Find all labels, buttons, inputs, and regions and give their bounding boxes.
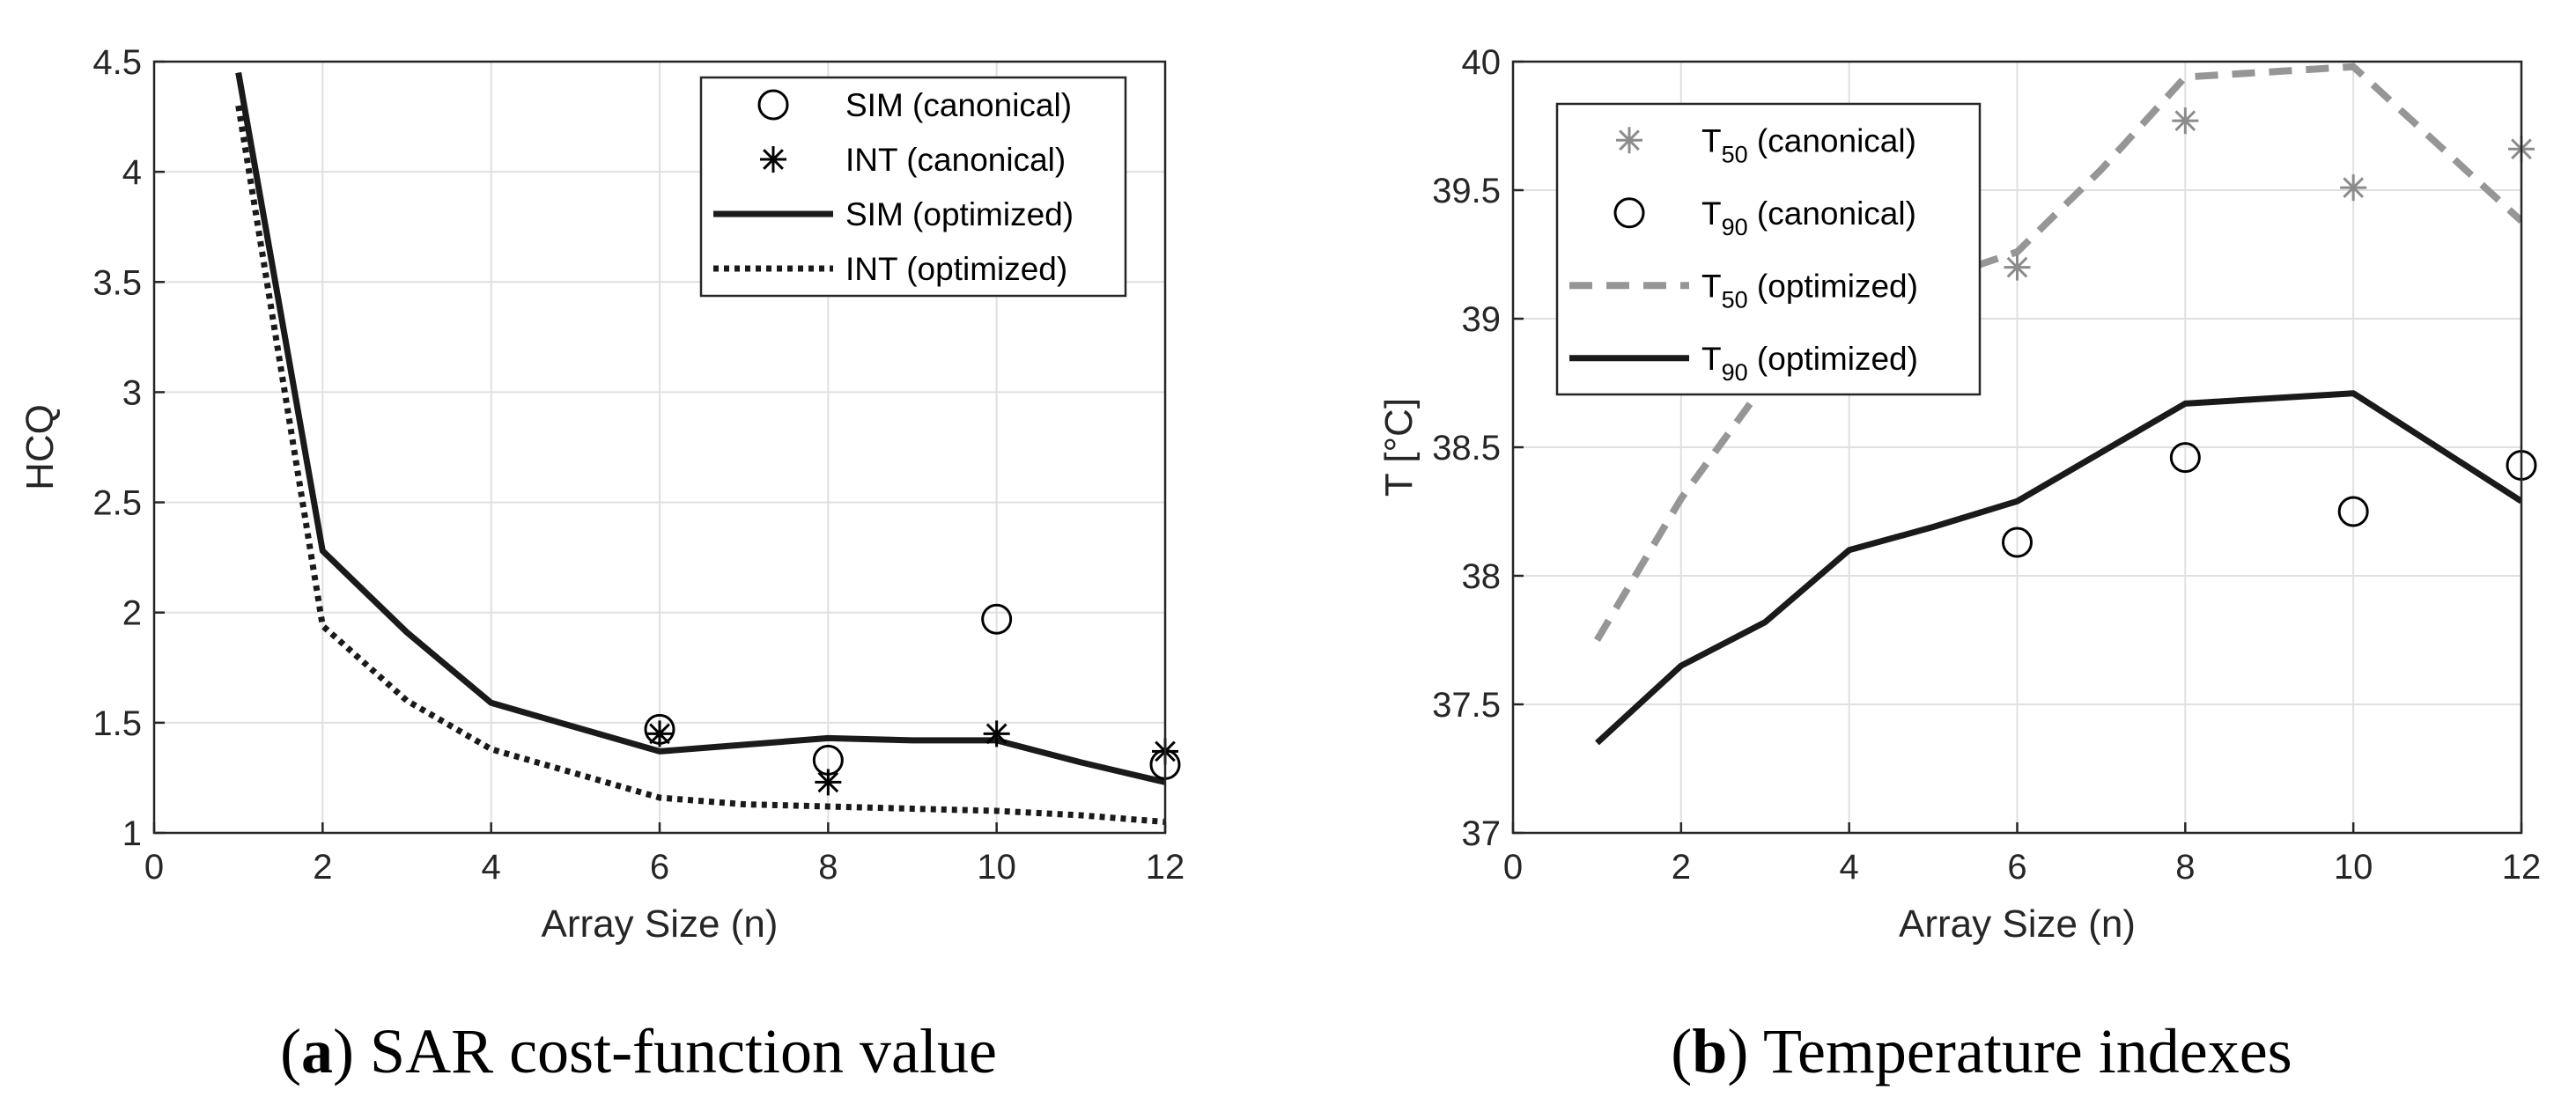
c1-series-1-point-1 <box>2169 442 2201 474</box>
c0-xtick-label-5: 10 <box>977 848 1016 887</box>
c1-xlabel: Array Size (n) <box>1899 902 2136 946</box>
caption-a-letter: a <box>301 1016 333 1086</box>
c0-ytick-label-6: 4 <box>122 153 142 192</box>
c0-legend-symbol-0 <box>757 89 789 121</box>
c0-ytick-label-5: 3.5 <box>92 263 142 302</box>
c1-series-0-point-2 <box>2340 174 2367 202</box>
c1-series-3-line <box>1595 390 2521 746</box>
c1-ytick-label-5: 39.5 <box>1432 172 1501 210</box>
c0-ytick-label-1: 1.5 <box>92 704 142 743</box>
c1-ytick-label-0: 37 <box>1462 814 1502 853</box>
c1-ytick-label-6: 40 <box>1462 43 1502 82</box>
c1-xtick-label-0: 0 <box>1503 848 1523 887</box>
caption-b: (b) Temperature indexes <box>1671 1016 2292 1086</box>
c0-legend-symbol-1 <box>760 146 786 173</box>
chart-b-temperature: 0 2 4 6 8 10 12 37 37.5 38 38.5 39 39.5 40 Array Size … <box>1377 43 2541 946</box>
c1-ytick-label-3: 38.5 <box>1432 429 1501 468</box>
c1-ytick-label-2: 38 <box>1462 557 1502 596</box>
c0-xtick-label-2: 4 <box>482 848 501 887</box>
c0-series-1-point-0 <box>646 720 673 747</box>
c1-series-0-point-0 <box>2004 254 2031 281</box>
c0-series-group <box>235 71 1165 825</box>
c1-ytick-label-1: 37.5 <box>1432 686 1501 725</box>
c0-series-1-point-1 <box>815 769 842 796</box>
c0-legend-label-2: SIM (optimized) <box>845 196 1074 232</box>
c1-legend-label-1: T90 (canonical) <box>1701 195 1916 240</box>
caption-b-text: Temperature indexes <box>1763 1016 2292 1086</box>
c1-series-group <box>1593 63 2521 746</box>
c1-xtick-label-2: 4 <box>1840 848 1859 887</box>
caption-a: (a) SAR cost-function value <box>280 1016 997 1086</box>
c1-xtick-label-3: 6 <box>2007 848 2026 887</box>
chart-a-hcq: 0 2 4 6 8 10 12 1 1.5 2 2.5 3 3.5 4 4.5 Array Size (n) H… <box>18 43 1185 946</box>
c0-xtick-label-6: 12 <box>1146 848 1185 887</box>
c1-xtick-label-1: 2 <box>1672 848 1691 887</box>
c1-series-1-point-0 <box>2002 527 2033 558</box>
c0-legend-label-0: SIM (canonical) <box>845 87 1072 123</box>
c0-series-2-line <box>235 71 1165 785</box>
c0-legend-label-3: INT (optimized) <box>845 251 1067 287</box>
c1-ytick-label-4: 39 <box>1462 300 1502 339</box>
c1-legend-label-0: T50 (canonical) <box>1701 122 1916 167</box>
c0-series-3-line <box>235 105 1165 825</box>
c1-xtick-label-6: 12 <box>2502 848 2542 887</box>
c0-series-0-point-2 <box>981 603 1013 635</box>
c0-ytick-label-0: 1 <box>122 814 142 853</box>
c0-xtick-label-3: 6 <box>650 848 669 887</box>
c0-legend-label-1: INT (canonical) <box>845 142 1066 178</box>
c1-legend: T50 (canonical) T90 (canonical) T50 (optim… <box>1555 102 1982 396</box>
c0-legend: SIM (canonical) INT (canonical) SIM (optim… <box>699 76 1127 298</box>
c1-xtick-label-5: 10 <box>2334 848 2373 887</box>
c0-ytick-label-4: 3 <box>122 373 142 412</box>
c1-legend-symbol-1 <box>1613 197 1645 229</box>
c0-xtick-label-0: 0 <box>144 848 164 887</box>
c1-legend-label-3: T90 (optimized) <box>1701 341 1918 386</box>
c1-series-1-point-2 <box>2337 496 2369 527</box>
c0-xtick-label-1: 2 <box>313 848 332 887</box>
c1-legend-label-2: T50 (optimized) <box>1701 268 1918 313</box>
c1-ylabel: T [°C] <box>1377 398 1421 497</box>
c0-series-1-point-2 <box>983 720 1010 747</box>
c0-ytick-label-3: 2.5 <box>92 484 142 523</box>
c0-ytick-label-7: 4.5 <box>92 43 142 82</box>
c0-ytick-label-2: 2 <box>122 594 142 633</box>
c1-legend-symbol-0 <box>1616 127 1642 154</box>
c0-ylabel: HCQ <box>18 404 62 490</box>
c1-xtick-label-4: 8 <box>2175 848 2195 887</box>
c1-series-0-point-1 <box>2172 107 2199 135</box>
caption-b-letter: b <box>1692 1016 1727 1086</box>
c0-xtick-label-4: 8 <box>818 848 838 887</box>
caption-a-text: SAR cost-function value <box>370 1016 997 1086</box>
c0-xlabel: Array Size (n) <box>542 902 779 946</box>
